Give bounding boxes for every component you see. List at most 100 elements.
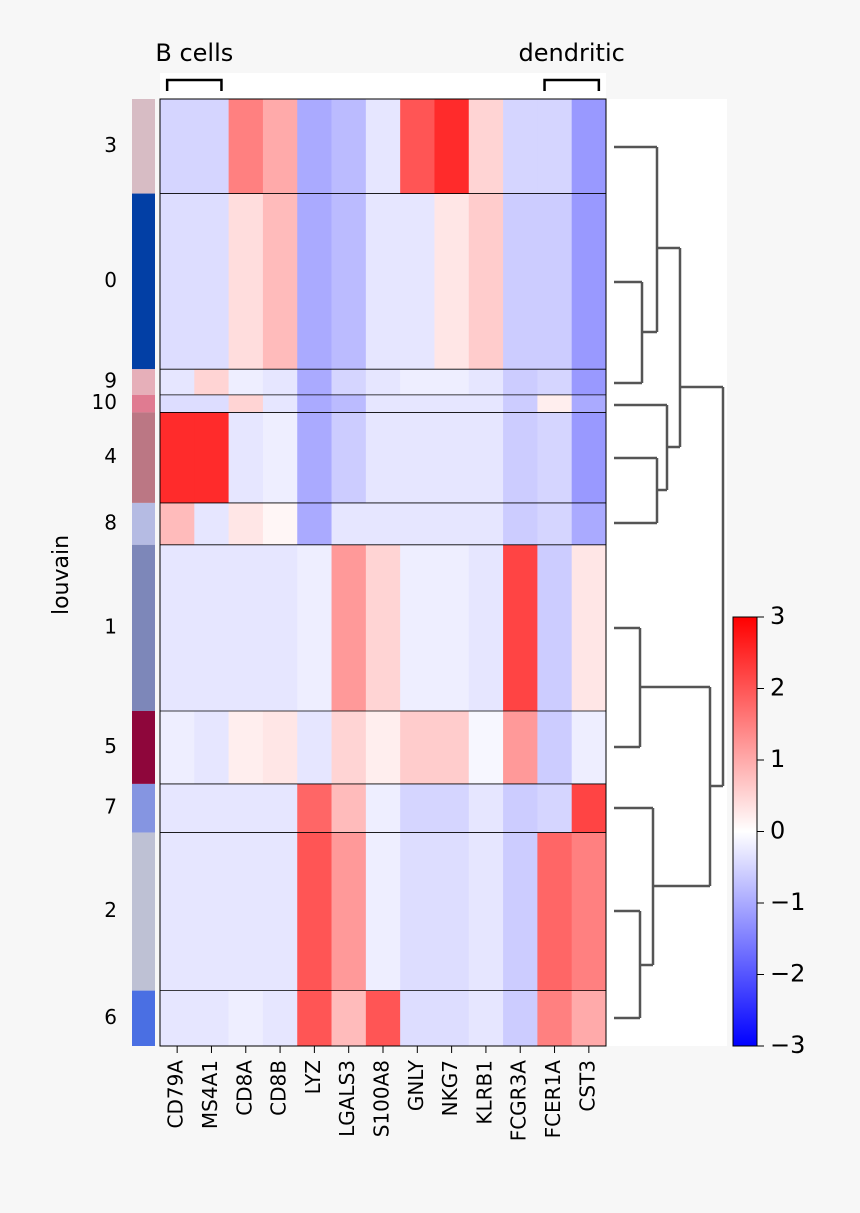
bracket-panel (160, 73, 606, 99)
heatmap-cell (503, 412, 538, 504)
heatmap-cell (194, 710, 229, 785)
heatmap-cell (400, 783, 435, 833)
y-tick-label: 3 (104, 133, 117, 157)
heatmap-cell (468, 412, 504, 504)
heatmap-cell (468, 99, 504, 194)
x-tick-label: MS4A1 (198, 1060, 222, 1129)
colorbar-tick-label: −3 (770, 1031, 805, 1059)
heatmap-cell (194, 99, 229, 194)
heatmap-cell (331, 783, 367, 833)
x-tick-label: CST3 (575, 1060, 599, 1112)
heatmap-cell (262, 502, 298, 546)
heatmap-cell (228, 394, 264, 413)
heatmap-cell (262, 412, 298, 504)
heatmap-cell (262, 394, 298, 413)
heatmap-cell (434, 394, 470, 413)
heatmap-cell (503, 544, 538, 712)
heatmap-cell (365, 193, 401, 370)
heatmap-cell (228, 193, 264, 370)
category-color (132, 193, 155, 370)
heatmap-cell (297, 412, 332, 504)
heatmap-cell (160, 394, 195, 413)
heatmap-cell (434, 369, 470, 396)
heatmap-cell (434, 502, 470, 546)
heatmap-cell (503, 990, 538, 1047)
y-tick-label: 10 (92, 390, 117, 414)
heatmap-cell (571, 502, 607, 546)
heatmap-cell (468, 832, 504, 991)
y-tick-label: 2 (104, 898, 117, 922)
heatmap-cell (297, 832, 332, 991)
colorbar-tick-label: 2 (770, 674, 785, 702)
heatmap-cell (537, 412, 572, 504)
heatmap-cell (434, 412, 470, 504)
heatmap-cell (503, 99, 538, 194)
heatmap-cell (537, 369, 572, 396)
gene-group-label: B cells (155, 39, 233, 67)
heatmap-cell (400, 99, 435, 194)
heatmap-cell (434, 783, 470, 833)
heatmap-cell (400, 193, 435, 370)
heatmap-cell (571, 544, 607, 712)
heatmap-cell (228, 710, 264, 785)
gene-group-bracket (543, 78, 601, 91)
heatmap-cell (331, 394, 367, 413)
heatmap-cell (262, 783, 298, 833)
x-tick-label: LYZ (301, 1060, 325, 1094)
x-tick-label: CD79A (164, 1060, 188, 1129)
heatmap-cell (400, 369, 435, 396)
heatmap-cell (262, 710, 298, 785)
heatmap-cell (160, 412, 195, 504)
heatmap-cell (468, 394, 504, 413)
y-tick-label: 9 (104, 369, 117, 393)
heatmap-cell (194, 369, 229, 396)
heatmap-cell (434, 990, 470, 1047)
heatmap-cell (365, 710, 401, 785)
heatmap-cell (331, 99, 367, 194)
colorbar-tick-label: −2 (770, 960, 805, 988)
heatmap-cell (400, 832, 435, 991)
heatmap-cell (228, 990, 264, 1047)
heatmap-cell (365, 502, 401, 546)
heatmap-cell (503, 502, 538, 546)
heatmap-cell (434, 832, 470, 991)
y-tick-label: 5 (104, 734, 117, 758)
category-color (132, 832, 155, 991)
y-tick-label: 8 (104, 510, 117, 534)
heatmap-cell (194, 193, 229, 370)
heatmap-cell (297, 710, 332, 785)
heatmap-cell (297, 502, 332, 546)
dendrogram (614, 145, 725, 1020)
heatmap-cell (468, 544, 504, 712)
x-tick-label: LGALS3 (335, 1060, 359, 1137)
heatmap-cell (503, 832, 538, 991)
category-color (132, 710, 155, 784)
heatmap-cell (297, 783, 332, 833)
y-axis-label: louvain (49, 535, 74, 615)
heatmap-cell (228, 502, 264, 546)
x-tick-label: CD8A (232, 1060, 256, 1116)
heatmap-cell (365, 832, 401, 991)
heatmap-cell (331, 193, 367, 370)
heatmap-cell (297, 193, 332, 370)
heatmap-cell (228, 544, 264, 712)
heatmap-cell (468, 502, 504, 546)
heatmap-cell (537, 783, 572, 833)
y-tick-label: 0 (104, 268, 117, 292)
heatmap-cell (228, 412, 264, 504)
heatmap-cell (194, 783, 229, 833)
heatmap-cell (194, 990, 229, 1047)
heatmap-cell (262, 193, 298, 370)
heatmap-cell (365, 544, 401, 712)
heatmap-cell (400, 502, 435, 546)
heatmap-cell (194, 502, 229, 546)
heatmap-cell (400, 990, 435, 1047)
heatmap-cell (331, 544, 367, 712)
heatmap-cell (160, 783, 195, 833)
heatmap-cell (365, 369, 401, 396)
x-tick-label: GNLY (404, 1059, 428, 1111)
colorbar-tick-label: 3 (770, 602, 785, 630)
heatmap-cell (160, 99, 195, 194)
